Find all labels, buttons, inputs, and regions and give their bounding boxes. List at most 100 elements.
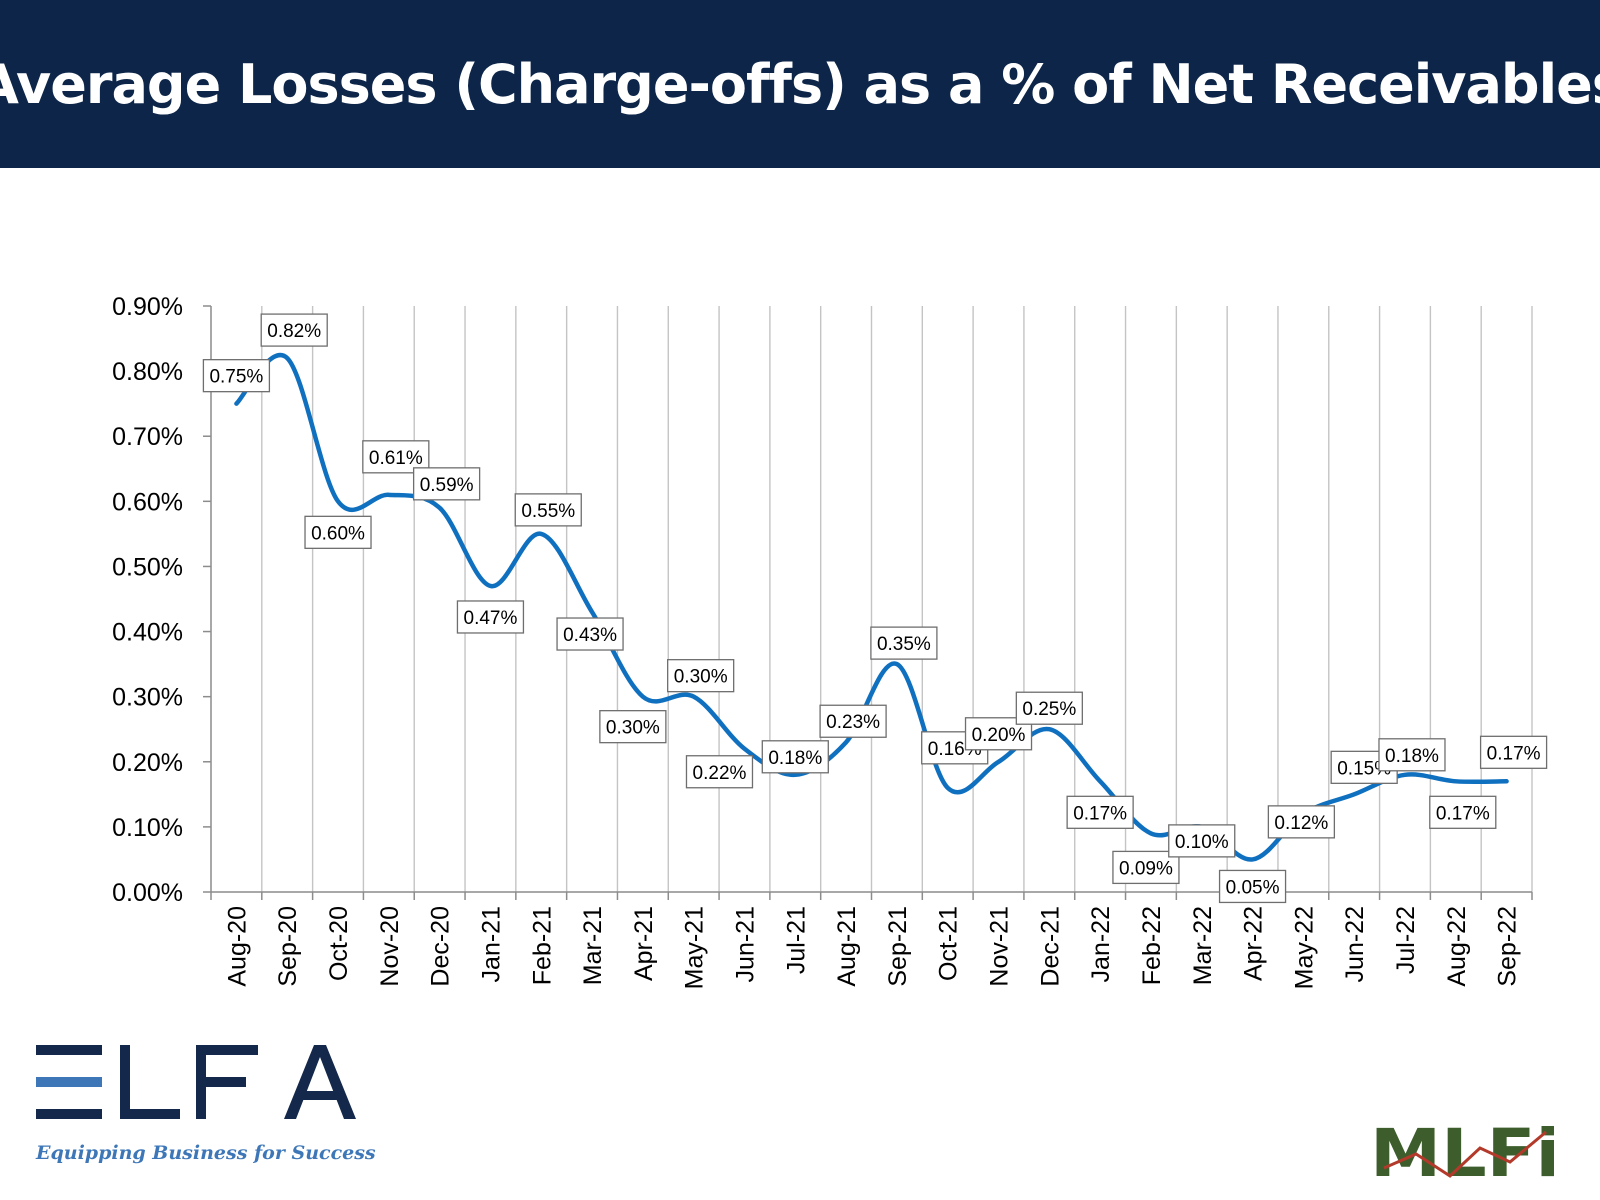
data-point bbox=[1250, 856, 1256, 862]
y-tick-label: 0.00% bbox=[112, 879, 183, 907]
data-point bbox=[1046, 726, 1052, 732]
x-tick-label: Mar-22 bbox=[1189, 906, 1217, 985]
data-label: 0.17% bbox=[1479, 735, 1548, 769]
svg-text:0.22%: 0.22% bbox=[693, 763, 747, 784]
data-label: 0.09% bbox=[1112, 850, 1180, 885]
x-tick-label: Apr-21 bbox=[630, 906, 658, 981]
data-point bbox=[538, 531, 544, 537]
data-point bbox=[640, 694, 646, 700]
svg-text:0.61%: 0.61% bbox=[369, 448, 423, 469]
y-tick-label: 0.40% bbox=[112, 619, 183, 647]
y-tick-label: 0.50% bbox=[112, 553, 183, 581]
data-label: 0.17% bbox=[1429, 795, 1497, 829]
y-tick-label: 0.80% bbox=[112, 358, 183, 386]
x-tick-label: May-21 bbox=[681, 906, 709, 989]
svg-text:0.09%: 0.09% bbox=[1119, 858, 1173, 879]
y-tick-label: 0.90% bbox=[112, 293, 183, 321]
svg-text:0.60%: 0.60% bbox=[311, 523, 365, 544]
header-banner: Average Losses (Charge-offs) as a % of N… bbox=[0, 0, 1600, 168]
data-label: 0.18% bbox=[1378, 738, 1446, 772]
page-title: Average Losses (Charge-offs) as a % of N… bbox=[0, 52, 1600, 116]
x-tick-label: Dec-21 bbox=[1036, 906, 1064, 987]
data-label: 0.35% bbox=[870, 626, 938, 660]
data-label: 0.12% bbox=[1267, 805, 1336, 839]
data-label: 0.55% bbox=[514, 493, 582, 527]
data-label: 0.23% bbox=[819, 704, 887, 738]
x-tick-label: Feb-22 bbox=[1138, 906, 1166, 985]
x-tick-label: Jan-21 bbox=[477, 906, 505, 982]
data-point bbox=[1453, 778, 1459, 784]
data-label: 0.82% bbox=[260, 313, 328, 347]
series-line bbox=[234, 352, 1509, 862]
svg-text:0.17%: 0.17% bbox=[1487, 743, 1541, 764]
data-point bbox=[284, 355, 290, 361]
line-chart: 0.00% 0.10% 0.20% 0.30% 0.40% 0.50% 0.60% 0.70%… bbox=[112, 293, 1548, 989]
y-tick-label: 0.70% bbox=[112, 423, 183, 451]
x-tick-label: May-22 bbox=[1290, 906, 1318, 989]
data-point bbox=[691, 694, 697, 700]
data-point bbox=[233, 401, 239, 407]
data-label: 0.47% bbox=[456, 600, 525, 634]
svg-text:0.59%: 0.59% bbox=[420, 475, 474, 496]
svg-text:0.55%: 0.55% bbox=[521, 501, 575, 522]
y-tick-label: 0.60% bbox=[112, 488, 183, 516]
data-point bbox=[589, 609, 595, 615]
svg-text:0.20%: 0.20% bbox=[972, 725, 1026, 746]
svg-text:0.10%: 0.10% bbox=[1175, 832, 1229, 853]
x-tick-label: Feb-21 bbox=[528, 906, 556, 985]
data-label: 0.60% bbox=[304, 515, 372, 549]
x-tick-label: Sep-20 bbox=[274, 906, 302, 987]
data-point bbox=[1351, 791, 1357, 797]
x-tick-label: Oct-21 bbox=[935, 906, 963, 981]
svg-text:0.35%: 0.35% bbox=[877, 634, 931, 655]
data-label: 0.17% bbox=[1066, 795, 1134, 829]
data-label: 0.22% bbox=[685, 755, 754, 789]
svg-text:0.18%: 0.18% bbox=[768, 748, 822, 769]
data-label: 0.30% bbox=[667, 659, 735, 693]
data-label: 0.05% bbox=[1218, 869, 1287, 904]
data-point bbox=[945, 785, 951, 791]
y-tick-label: 0.10% bbox=[112, 814, 183, 842]
svg-text:0.17%: 0.17% bbox=[1436, 803, 1490, 824]
mlfi-logo: MLFi bbox=[1370, 1118, 1560, 1184]
data-point bbox=[437, 505, 443, 511]
data-point bbox=[1504, 778, 1510, 784]
x-tick-label: Mar-21 bbox=[579, 906, 607, 985]
x-tick-label: Jun-21 bbox=[731, 906, 759, 982]
svg-text:MLFi: MLFi bbox=[1370, 1118, 1560, 1184]
y-tick-label: 0.20% bbox=[112, 749, 183, 777]
svg-text:0.12%: 0.12% bbox=[1274, 813, 1328, 834]
data-point bbox=[1402, 772, 1408, 778]
elfa-logo bbox=[36, 1045, 356, 1119]
svg-text:0.17%: 0.17% bbox=[1073, 803, 1127, 824]
x-tick-label: Apr-22 bbox=[1240, 906, 1268, 981]
svg-text:0.25%: 0.25% bbox=[1022, 699, 1076, 720]
x-tick-label: Jun-22 bbox=[1341, 906, 1369, 982]
x-tick-label: Nov-20 bbox=[376, 906, 404, 987]
y-tick-label: 0.30% bbox=[112, 684, 183, 712]
x-tick-label: Jul-21 bbox=[782, 906, 810, 974]
data-point bbox=[1148, 830, 1154, 836]
svg-text:0.30%: 0.30% bbox=[606, 718, 660, 739]
svg-text:0.30%: 0.30% bbox=[674, 667, 728, 688]
svg-text:0.05%: 0.05% bbox=[1226, 877, 1280, 898]
x-tick-label: Nov-21 bbox=[986, 906, 1014, 987]
svg-text:0.15%: 0.15% bbox=[1337, 758, 1391, 779]
svg-text:0.47%: 0.47% bbox=[464, 608, 518, 629]
data-point bbox=[741, 746, 747, 752]
data-point bbox=[386, 492, 392, 498]
data-label: 0.16% bbox=[921, 731, 989, 765]
data-label: 0.75% bbox=[202, 359, 271, 393]
data-label: 0.10% bbox=[1168, 824, 1236, 858]
data-point bbox=[996, 759, 1002, 765]
data-point bbox=[335, 498, 341, 504]
x-tick-label: Dec-20 bbox=[427, 906, 455, 987]
x-tick-label: Oct-20 bbox=[325, 906, 353, 981]
data-point bbox=[487, 583, 493, 589]
data-point bbox=[1097, 778, 1103, 784]
data-label: 0.18% bbox=[761, 740, 829, 774]
x-tick-label: Aug-22 bbox=[1443, 906, 1471, 987]
data-label: 0.30% bbox=[599, 710, 667, 744]
svg-text:0.43%: 0.43% bbox=[563, 625, 617, 646]
svg-text:0.23%: 0.23% bbox=[826, 712, 880, 733]
